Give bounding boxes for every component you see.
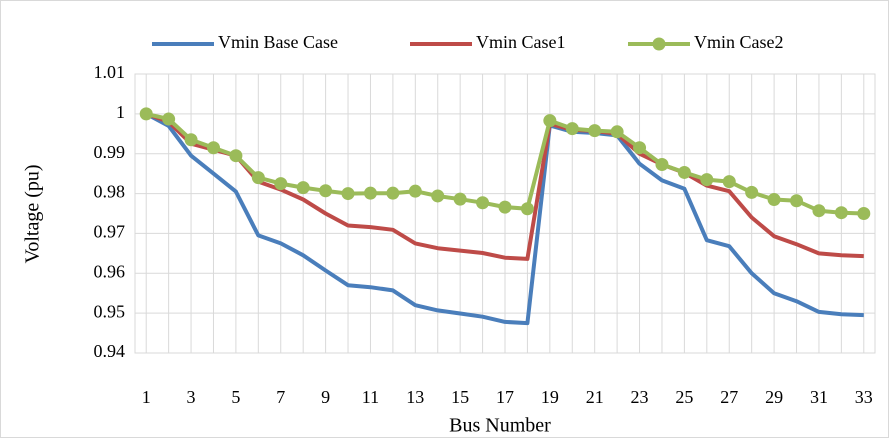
series-marker [386, 186, 400, 200]
y-tick-label: 0.99 [94, 142, 126, 162]
series-marker [184, 133, 198, 147]
series-marker [251, 171, 265, 185]
series-marker [319, 184, 333, 198]
x-tick-label: 15 [451, 387, 469, 407]
x-tick-label: 5 [231, 387, 240, 407]
y-tick-label: 0.94 [94, 341, 126, 361]
series-marker [588, 124, 602, 138]
series-marker [520, 202, 534, 216]
x-tick-label: 33 [855, 387, 873, 407]
x-tick-label: 17 [496, 387, 514, 407]
x-tick-label: 25 [675, 387, 693, 407]
series-marker [408, 184, 422, 198]
x-tick-label: 9 [321, 387, 330, 407]
series-marker [745, 185, 759, 199]
x-tick-label: 29 [765, 387, 783, 407]
series-marker [857, 207, 871, 220]
x-tick-label: 3 [187, 387, 196, 407]
x-tick-label: 31 [810, 387, 828, 407]
x-tick-label: 13 [406, 387, 424, 407]
x-tick-label: 27 [720, 387, 738, 407]
series-marker [633, 141, 647, 155]
series-marker [655, 157, 669, 171]
x-tick-label: 21 [586, 387, 604, 407]
y-tick-label: 1.01 [94, 62, 126, 82]
series-line [145, 112, 864, 261]
series-marker [677, 165, 691, 179]
y-axis-title: Voltage (pu) [22, 164, 44, 263]
y-tick-label: 0.95 [94, 301, 126, 321]
series-line [145, 112, 864, 326]
series-marker [274, 177, 288, 191]
x-tick-label: 23 [631, 387, 649, 407]
series-marker [498, 200, 512, 214]
series-marker [453, 192, 467, 206]
series-marker [341, 187, 355, 201]
legend-label: Vmin Case1 [476, 32, 566, 52]
series-marker [229, 149, 243, 163]
series-marker [476, 196, 490, 210]
y-tick-label: 1 [116, 102, 125, 122]
y-tick-label: 0.96 [94, 261, 126, 281]
legend-marker [652, 37, 666, 51]
series-marker [162, 112, 176, 126]
series-marker [363, 186, 377, 200]
series-marker [722, 175, 736, 189]
x-tick-label: 11 [362, 387, 379, 407]
series-marker [431, 189, 445, 203]
series-marker [206, 141, 220, 155]
legend-label: Vmin Case2 [694, 32, 784, 52]
series-marker [767, 193, 781, 207]
series-marker [812, 204, 826, 218]
series-marker [834, 206, 848, 220]
series-marker [565, 122, 579, 136]
x-tick-label: 1 [142, 387, 151, 407]
x-tick-label: 7 [276, 387, 285, 407]
y-tick-label: 0.97 [94, 222, 126, 242]
series-marker [139, 107, 153, 121]
series-marker [610, 125, 624, 139]
plot-border [134, 73, 876, 354]
x-axis-title: Bus Number [449, 415, 551, 437]
series-marker [296, 181, 310, 195]
y-tick-label: 0.98 [94, 182, 126, 202]
series-marker [700, 173, 714, 187]
series-marker [790, 194, 804, 208]
x-tick-label: 19 [541, 387, 559, 407]
legend-label: Vmin Base Case [218, 32, 338, 52]
series-marker [543, 114, 557, 128]
